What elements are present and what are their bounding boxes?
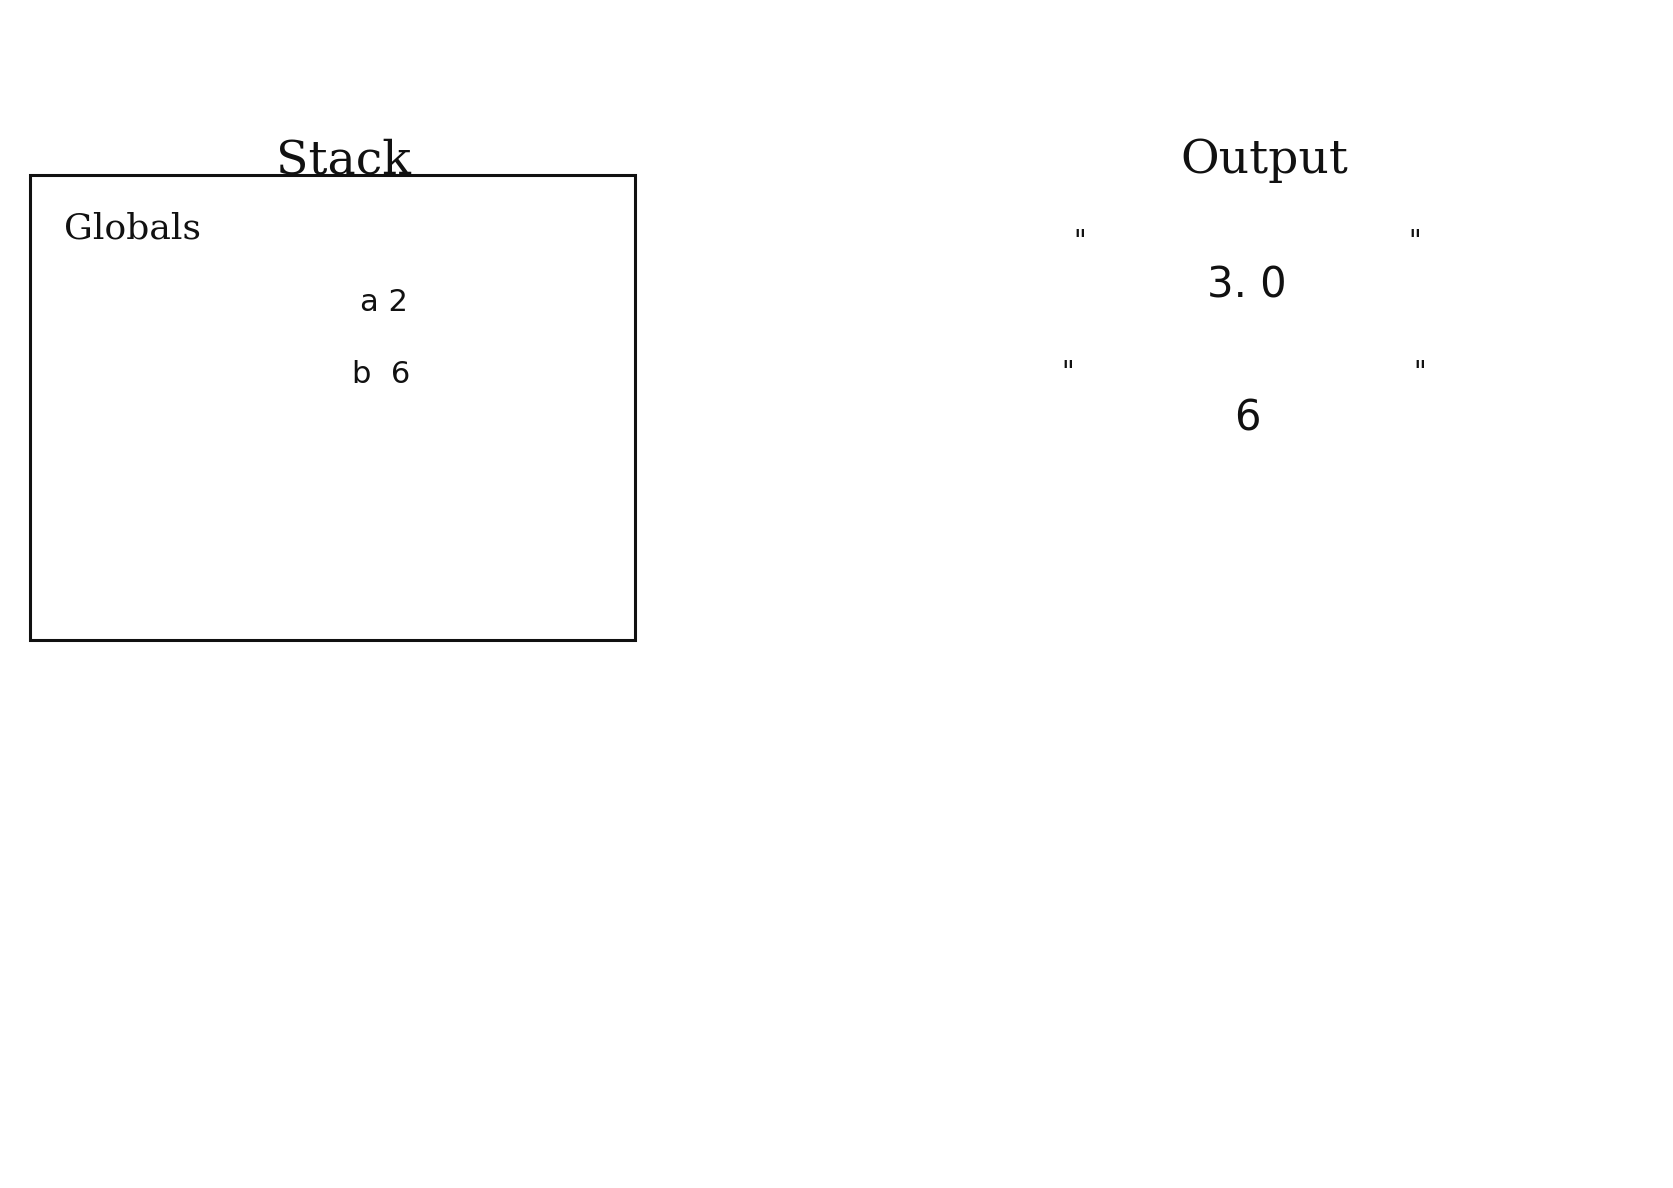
Text: Stack: Stack — [276, 138, 410, 183]
Bar — [30, 175, 634, 640]
Text: ": " — [1412, 359, 1425, 387]
Text: 3. 0: 3. 0 — [1206, 264, 1287, 307]
Text: a 2: a 2 — [360, 289, 408, 317]
Text: ": " — [1061, 359, 1074, 387]
Text: b  6: b 6 — [351, 360, 410, 388]
Text: Globals: Globals — [64, 211, 201, 245]
Text: ": " — [1407, 228, 1420, 257]
Text: 6: 6 — [1233, 397, 1260, 440]
Text: Output: Output — [1179, 138, 1347, 183]
Text: ": " — [1072, 228, 1086, 257]
